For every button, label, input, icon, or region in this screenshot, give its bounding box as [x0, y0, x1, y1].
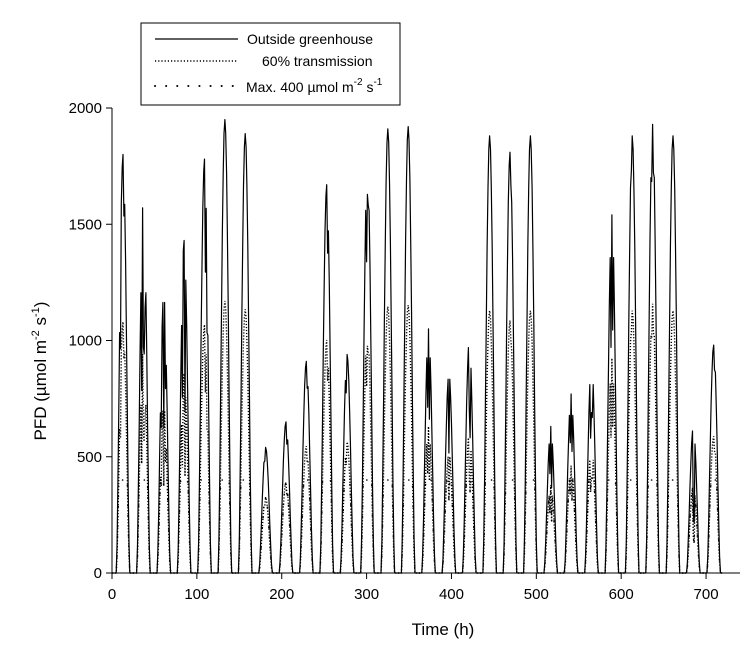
y-tick-label: 1500 — [69, 216, 102, 233]
y-axis: 0 500 1000 1500 2000 — [69, 100, 113, 582]
y-tick-label: 1000 — [69, 333, 102, 350]
y-tick-label: 500 — [77, 449, 102, 466]
series-60-transmission — [112, 300, 723, 574]
x-tick-label: 500 — [524, 586, 549, 603]
y-tick-label: 0 — [94, 565, 102, 582]
x-tick-label: 300 — [354, 586, 379, 603]
legend: Outside greenhouse 60% transmission Max.… — [140, 22, 401, 106]
legend-label-outside: Outside greenhouse — [247, 31, 373, 47]
y-axis-title: PFD (µmol m-2 s-1) — [30, 302, 50, 441]
x-axis-title: Time (h) — [412, 620, 475, 639]
x-tick-label: 0 — [108, 586, 116, 603]
y-tick-label: 2000 — [69, 100, 102, 117]
legend-label-60: 60% transmission — [262, 53, 373, 69]
x-axis: 0 100 200 300 400 500 600 700 — [108, 572, 740, 603]
legend-label-max: Max. 400 µmol m-2 s-1 — [246, 77, 383, 95]
x-tick-label: 600 — [609, 586, 634, 603]
plot-area — [111, 119, 723, 574]
x-tick-label: 100 — [184, 586, 209, 603]
series-max-400 — [111, 479, 723, 574]
x-tick-label: 700 — [694, 586, 719, 603]
x-tick-label: 200 — [269, 586, 294, 603]
x-tick-label: 400 — [439, 586, 464, 603]
legend-box — [140, 22, 401, 106]
